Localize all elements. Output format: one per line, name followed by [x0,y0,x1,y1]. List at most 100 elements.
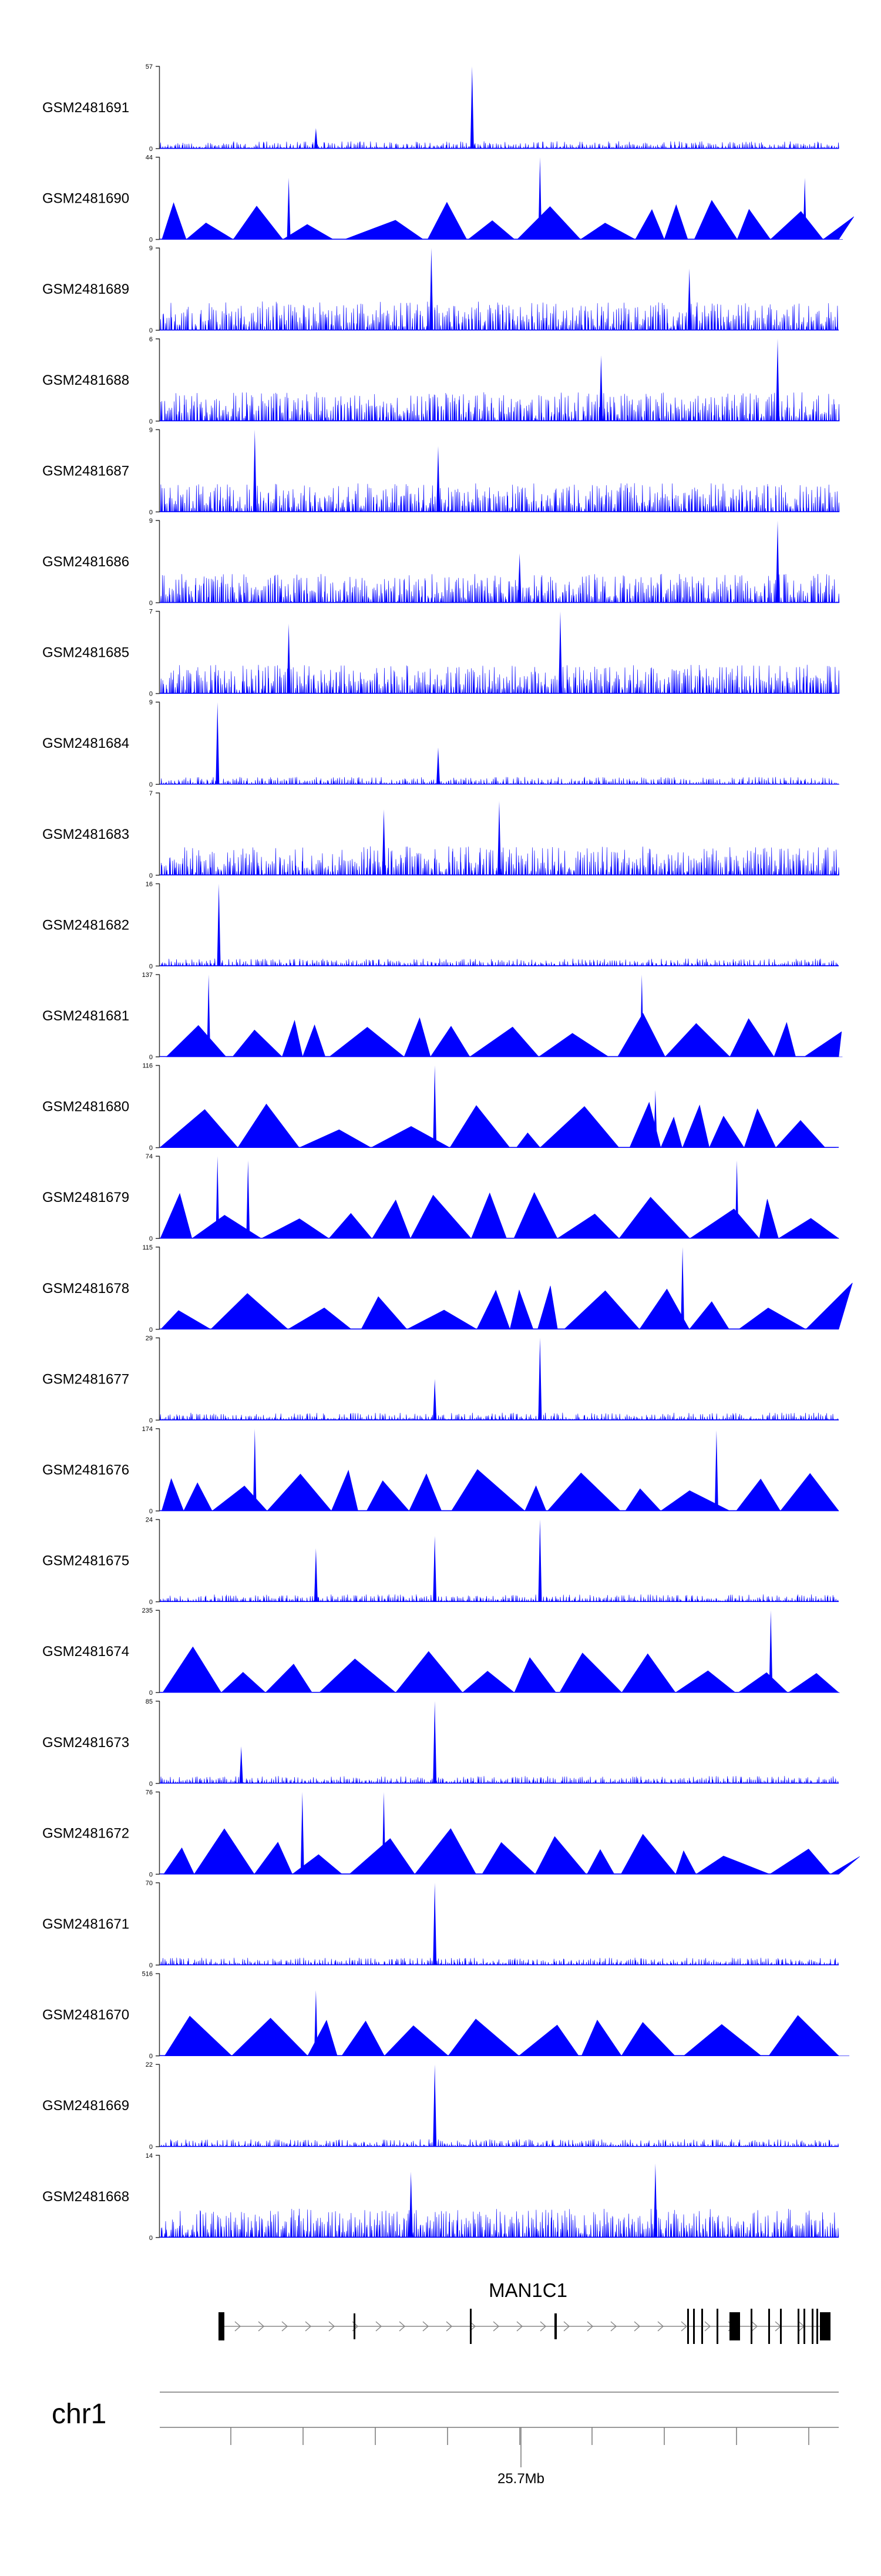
track-max-label: 74 [146,1153,153,1160]
track-peak [433,1379,437,1420]
track-label: GSM2481683 [42,827,129,842]
track-peak [803,177,807,240]
track-peak [776,338,779,421]
track-peak [436,446,440,512]
track-max-label: 70 [146,1880,153,1887]
track-coverage-area [160,392,840,422]
track-min-label: 0 [149,1599,153,1606]
track: GSM2481679 74 0 [42,1153,839,1242]
track-max-label: 235 [142,1607,153,1614]
track-label: GSM2481684 [42,735,129,751]
track-peak [497,801,501,875]
gene-exon [812,2309,813,2344]
genomic-axis: 25.7Mb [230,2427,809,2487]
gene-strand-arrow [328,2321,335,2332]
track-label: GSM2481677 [42,1371,129,1387]
track-peak [653,2163,657,2238]
track-max-label: 7 [149,609,153,616]
track-max-label: 85 [146,1698,153,1705]
track-peak [216,702,220,785]
track-max-label: 16 [146,881,153,888]
gene-exon [729,2312,740,2340]
track-label: GSM2481670 [42,2007,129,2023]
track-peak [287,623,291,694]
track-max-label: 29 [146,1335,153,1342]
track-label: GSM2481688 [42,372,129,388]
gene-exon [218,2312,224,2340]
track-peak [253,1429,257,1511]
track-max-label: 9 [149,426,153,434]
track-coverage-area [160,2208,839,2238]
track-peak [687,268,691,331]
track-coverage-area [162,1646,840,1693]
gene-strand-arrow [399,2321,406,2332]
track: GSM2481682 16 0 [42,881,839,970]
track-min-label: 0 [149,327,153,334]
track-max-label: 174 [142,1426,153,1433]
track-min-label: 0 [149,418,153,425]
track: GSM2481690 44 0 [42,155,855,244]
track: GSM2481683 7 0 [42,790,840,879]
track-peak [433,2064,437,2147]
track-min-label: 0 [149,509,153,516]
track-label: GSM2481668 [42,2189,129,2205]
track: GSM2481670 516 0 [42,1971,850,2060]
gene-exon [780,2309,782,2344]
gene-exon [798,2309,799,2344]
track: GSM2481687 9 0 [42,426,840,516]
track: GSM2481675 24 0 [42,1517,839,1606]
track-min-label: 0 [149,600,153,607]
track-min-label: 0 [149,1145,153,1152]
track-coverage-area [164,2015,850,2057]
track-max-label: 7 [149,790,153,797]
track-peak [433,1065,437,1148]
track-min-label: 0 [149,2144,153,2151]
track-coverage-area [160,958,839,967]
track-min-label: 0 [149,1054,153,1061]
track-coverage-area [160,301,839,331]
gene-strand-arrow [587,2321,594,2332]
track-min-label: 0 [149,1962,153,1969]
coverage-tracks: GSM2481691570GSM2481690440GSM248168990GS… [42,63,860,2242]
track-min-label: 0 [149,872,153,879]
chromosome-ideogram: chr1 [52,2392,839,2430]
track-peak [409,2171,413,2238]
gene-strand-arrow [540,2321,547,2332]
track-coverage-area [159,1101,836,1148]
track-coverage-area [160,1594,839,1602]
track-min-label: 0 [149,1781,153,1788]
chromosome-label: chr1 [52,2399,106,2430]
track-label: GSM2481674 [42,1644,129,1660]
track: GSM2481681 137 0 [42,972,843,1061]
track-peak [538,1519,542,1602]
gene-strand-arrow [634,2321,641,2332]
gene-strand-arrow [516,2321,523,2332]
track-peak [253,429,257,512]
track-coverage-area [161,1469,839,1512]
gene-exon [816,2309,818,2344]
track-peak [517,553,522,603]
track-label: GSM2481673 [42,1735,129,1751]
gene-strand-arrow [281,2321,288,2332]
track-label: GSM2481686 [42,554,129,570]
track-max-label: 115 [142,1244,153,1251]
track-peak [538,157,542,240]
track-coverage-area [166,1013,843,1058]
track: GSM2481689 9 0 [42,245,839,334]
track-peak [538,1338,542,1420]
track-min-label: 0 [149,1690,153,1697]
track-peak [300,1792,304,1875]
track-peak [382,1792,386,1875]
track-max-label: 22 [146,2061,153,2068]
track-max-label: 6 [149,336,153,343]
track-coverage-area [162,200,855,240]
gene-exon [717,2309,718,2344]
track-label: GSM2481687 [42,463,129,479]
track-peak [640,975,644,1057]
track-max-label: 24 [146,1517,153,1524]
track-min-label: 0 [149,1871,153,1878]
track-coverage-area [160,141,839,149]
track-coverage-area [160,574,840,603]
gene-strand-arrow [258,2321,265,2332]
track-min-label: 0 [149,781,153,788]
